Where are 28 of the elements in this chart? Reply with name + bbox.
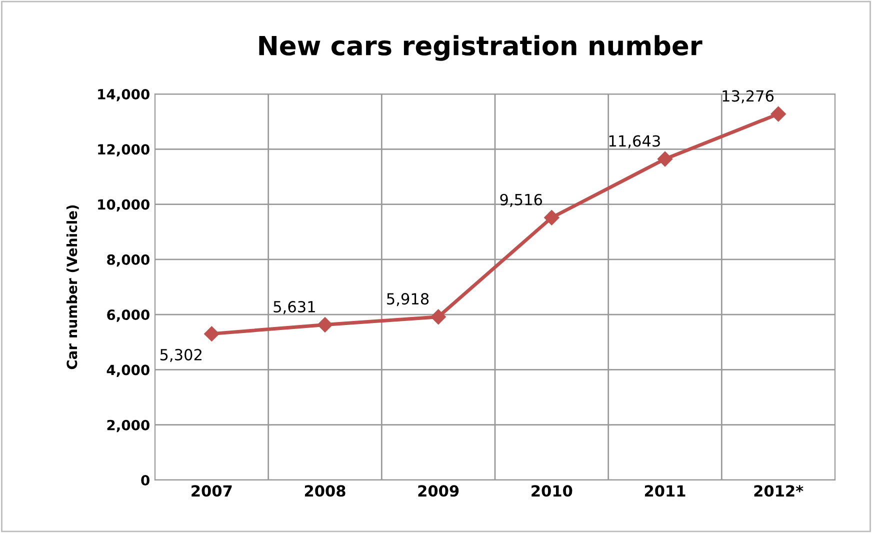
y-tick-label: 8,000 [107, 254, 150, 267]
y-tick-label: 2,000 [107, 420, 150, 432]
y-axis-title: Car number (Vehicle) [66, 205, 79, 370]
point [770, 106, 786, 122]
y-tick-label: 0 [141, 474, 150, 486]
data-label: 11,643 [609, 135, 660, 148]
data-label: 13,276 [722, 90, 774, 104]
x-tick-label: 2011 [644, 485, 686, 497]
x-tick-label: 2010 [532, 485, 572, 497]
x-tick-label: 2007 [192, 485, 232, 497]
y-tick-label: 12,000 [98, 144, 150, 156]
point [204, 326, 220, 342]
data-label: 5,302 [160, 348, 202, 362]
point [317, 317, 333, 332]
data-label: 9,516 [500, 194, 542, 207]
y-tick-label: 14,000 [98, 88, 150, 102]
point [430, 309, 446, 324]
y-tick-label: 6,000 [107, 310, 150, 322]
chart-title: New cars registration number [259, 35, 702, 61]
data-label: 5,631 [274, 300, 315, 314]
x-tick-label: 2012* [754, 485, 804, 497]
data-label: 5,918 [387, 293, 429, 306]
y-tick-label: 4,000 [106, 364, 150, 377]
x-tick-label: 2008 [304, 485, 346, 497]
point [657, 151, 673, 167]
y-tick-label: 10,000 [98, 199, 150, 212]
x-tick-label: 2009 [418, 485, 459, 497]
point [544, 210, 560, 226]
